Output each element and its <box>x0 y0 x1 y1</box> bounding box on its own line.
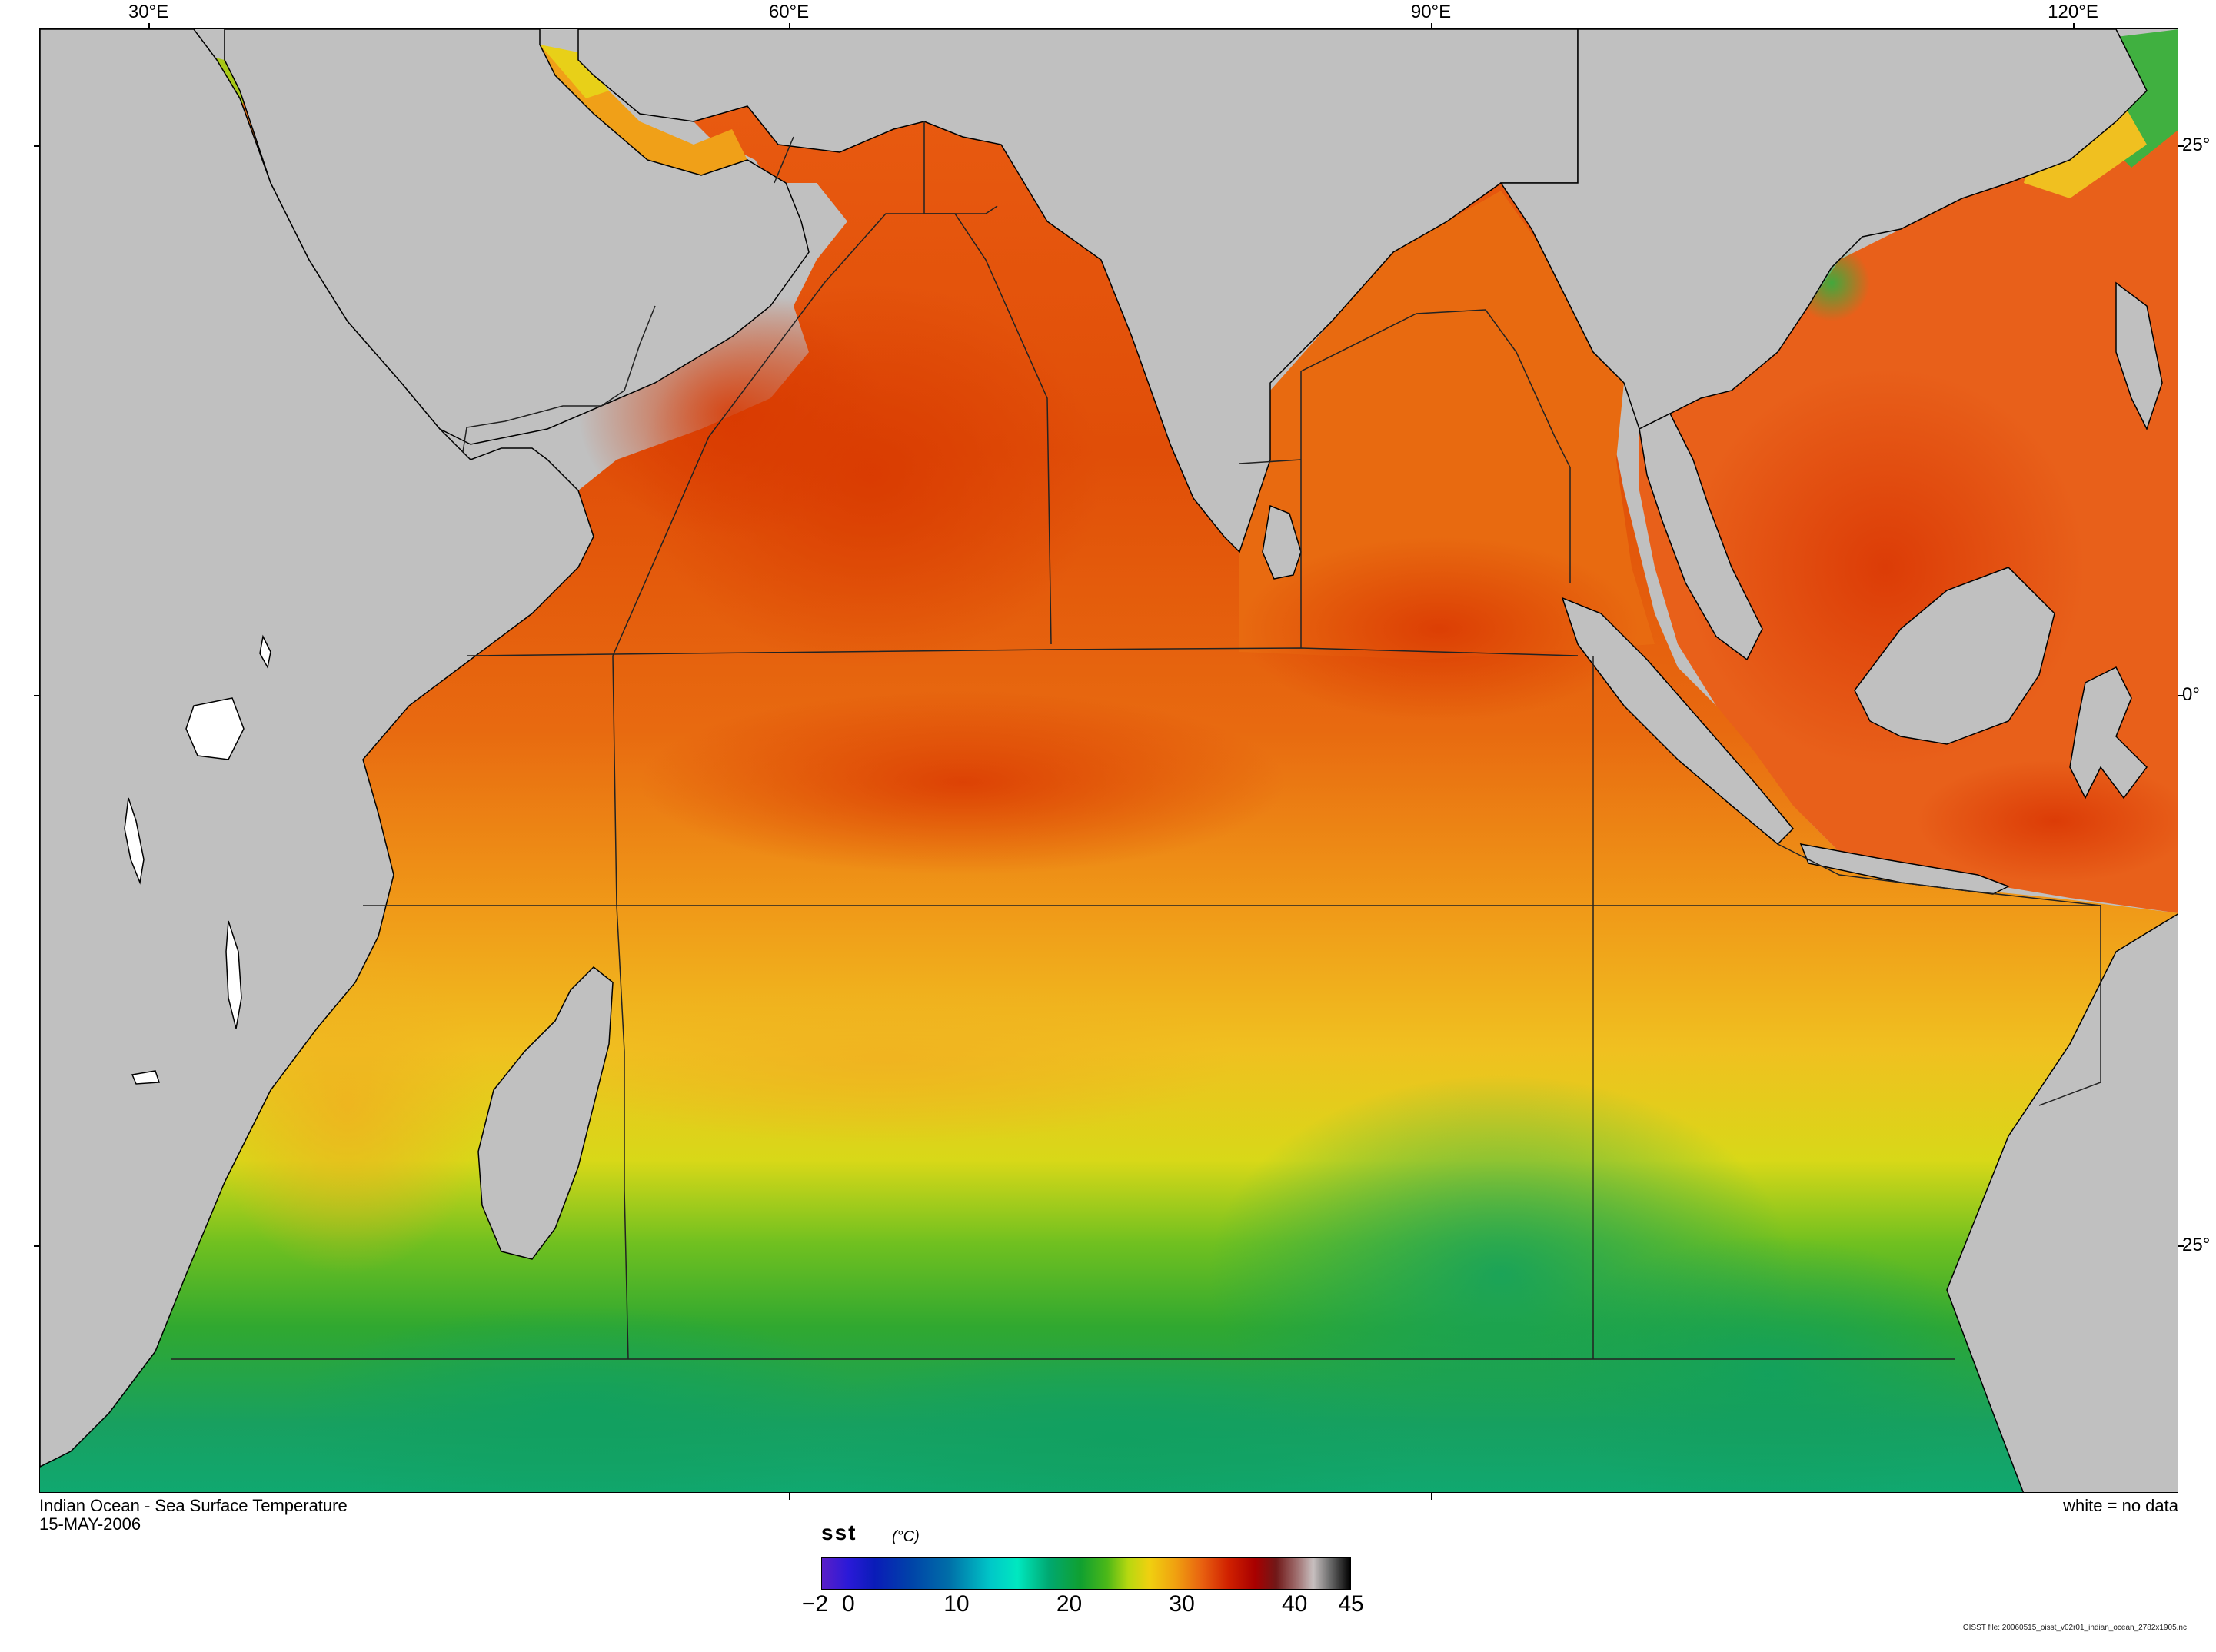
tick-top <box>789 23 790 29</box>
tick-left <box>34 1245 40 1247</box>
borneo-landmass <box>1854 567 2055 745</box>
map-title: Indian Ocean - Sea Surface Temperature <box>39 1496 348 1515</box>
colorbar-tick-label: 0 <box>841 1591 855 1617</box>
malay-peninsula-landmass <box>1639 412 1763 661</box>
lake-malawi <box>225 920 242 1029</box>
tick-left <box>34 145 40 147</box>
tick-top <box>148 23 150 29</box>
tick-top <box>1431 23 1432 29</box>
colorbar-tick-label: 30 <box>1169 1591 1195 1617</box>
australia-landmass <box>1946 913 2178 1492</box>
boundary-gulf-of-oman <box>923 121 998 214</box>
boundary-sunda <box>1777 843 2101 906</box>
south-asia-landmass <box>577 29 1579 553</box>
colorbar-tick-label: 40 <box>1282 1591 1308 1617</box>
boundary-arabian-sea-west <box>462 305 656 453</box>
boundary-arabian-sea <box>612 213 1052 656</box>
lon-label-120e: 120°E <box>2048 2 2098 22</box>
sst-map <box>39 28 2178 1493</box>
tick-right <box>2178 695 2184 696</box>
colorbar-tick-label: 10 <box>943 1591 970 1617</box>
boundary-central <box>612 655 629 1360</box>
lat-label-0: 0° <box>2182 684 2200 705</box>
lon-label-60e: 60°E <box>768 2 810 22</box>
tick-right <box>2178 145 2184 147</box>
boundary-australia-west <box>2038 906 2101 1106</box>
boundary-gulf-mouth <box>774 136 794 184</box>
land-masses <box>40 29 2178 1492</box>
lake-tanganyika <box>124 797 145 885</box>
no-data-note: white = no data <box>2063 1496 2178 1515</box>
file-info-text: OISST file: 20060515_oisst_v02r01_indian… <box>1962 1624 2187 1632</box>
colorbar <box>821 1557 1351 1590</box>
lon-label-90e: 90°E <box>1410 2 1452 22</box>
tick-bottom <box>789 1492 790 1500</box>
lat-label-25n: 25° <box>2182 135 2211 155</box>
tick-left <box>34 695 40 696</box>
colorbar-units-label: (°C) <box>892 1528 920 1545</box>
region-boundaries <box>171 121 2101 1360</box>
lake-kariba <box>131 1070 161 1085</box>
colorbar-tick-label: −2 <box>801 1591 829 1617</box>
philippines-landmass <box>2115 281 2163 430</box>
sumatra-landmass <box>1561 597 1795 846</box>
lat-label-25s: 25° <box>2182 1235 2211 1255</box>
tick-top <box>2073 23 2075 29</box>
tick-right <box>2178 1245 2184 1247</box>
boundary-bay-of-bengal <box>1300 309 1571 648</box>
map-date: 15-MAY-2006 <box>39 1514 141 1534</box>
lon-label-30e: 30°E <box>128 2 169 22</box>
boundary-equator-line <box>466 647 1579 656</box>
no-data-areas <box>124 634 271 1085</box>
colorbar-variable-label: sst <box>821 1521 857 1544</box>
boundary-laccadive <box>1239 459 1302 464</box>
colorbar-tick-label: 45 <box>1338 1591 1364 1617</box>
colorbar-tick-label: 20 <box>1056 1591 1083 1617</box>
lake-victoria <box>185 697 245 760</box>
madagascar-landmass <box>477 966 614 1260</box>
southeast-asia-landmass <box>1499 29 2148 430</box>
sri-lanka-landmass <box>1262 504 1302 580</box>
tick-bottom <box>1431 1492 1432 1500</box>
sulawesi-landmass <box>2069 666 2148 799</box>
lake-turkana <box>259 634 271 670</box>
sst-map-canvas <box>40 29 2178 1492</box>
arabian-peninsula-landmass <box>224 29 810 445</box>
